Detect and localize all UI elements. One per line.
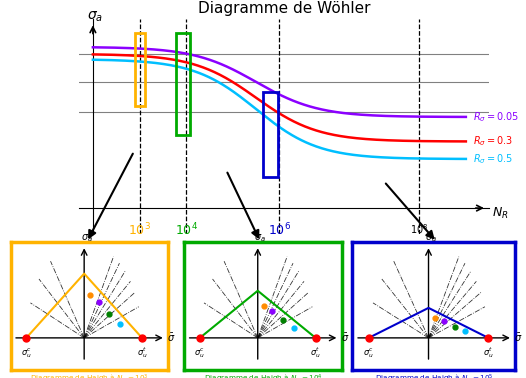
Text: Diagramme de Haigh à $N_R = 10^5$: Diagramme de Haigh à $N_R = 10^5$ <box>375 372 493 378</box>
Text: $R_{\sigma} = 0.5$: $R_{\sigma} = 0.5$ <box>473 152 513 166</box>
Text: $\sigma_u^c$: $\sigma_u^c$ <box>363 346 374 359</box>
Text: $R_{\sigma} = 0.05$: $R_{\sigma} = 0.05$ <box>473 110 519 124</box>
Text: $\sigma_u^t$: $\sigma_u^t$ <box>137 345 147 359</box>
Text: $\sigma_a$: $\sigma_a$ <box>255 232 266 244</box>
Text: $\sigma_a$: $\sigma_a$ <box>87 10 103 24</box>
Text: Diagramme de Haigh à $N_R = 10^4$: Diagramme de Haigh à $N_R = 10^4$ <box>204 372 322 378</box>
Text: $\sigma_u^t$: $\sigma_u^t$ <box>483 345 494 359</box>
Text: $10^3$: $10^3$ <box>128 222 151 239</box>
Text: $10^8$: $10^8$ <box>410 222 429 236</box>
Text: $\sigma_u^c$: $\sigma_u^c$ <box>21 346 32 359</box>
Text: $\sigma_a$: $\sigma_a$ <box>426 232 437 244</box>
Text: $\sigma_u^t$: $\sigma_u^t$ <box>310 345 321 359</box>
Text: $\sigma_a$: $\sigma_a$ <box>81 232 93 244</box>
Text: $N_R$: $N_R$ <box>491 206 508 221</box>
Text: $R_{\sigma} = 0.3$: $R_{\sigma} = 0.3$ <box>473 135 513 148</box>
Bar <box>263 93 278 177</box>
Text: $10^4$: $10^4$ <box>175 222 198 239</box>
Bar <box>176 33 190 135</box>
Text: $10^6$: $10^6$ <box>268 222 291 239</box>
Text: $\bar{\sigma}$: $\bar{\sigma}$ <box>514 332 523 344</box>
Text: $\bar{\sigma}$: $\bar{\sigma}$ <box>341 332 349 344</box>
Title: Diagramme de Wöhler: Diagramme de Wöhler <box>198 2 370 16</box>
Text: $\sigma_u^c$: $\sigma_u^c$ <box>195 346 205 359</box>
Text: Diagramme de Haigh à $N_R = 10^3$: Diagramme de Haigh à $N_R = 10^3$ <box>30 372 149 378</box>
Text: $\bar{\sigma}$: $\bar{\sigma}$ <box>167 332 176 344</box>
Bar <box>135 33 145 107</box>
